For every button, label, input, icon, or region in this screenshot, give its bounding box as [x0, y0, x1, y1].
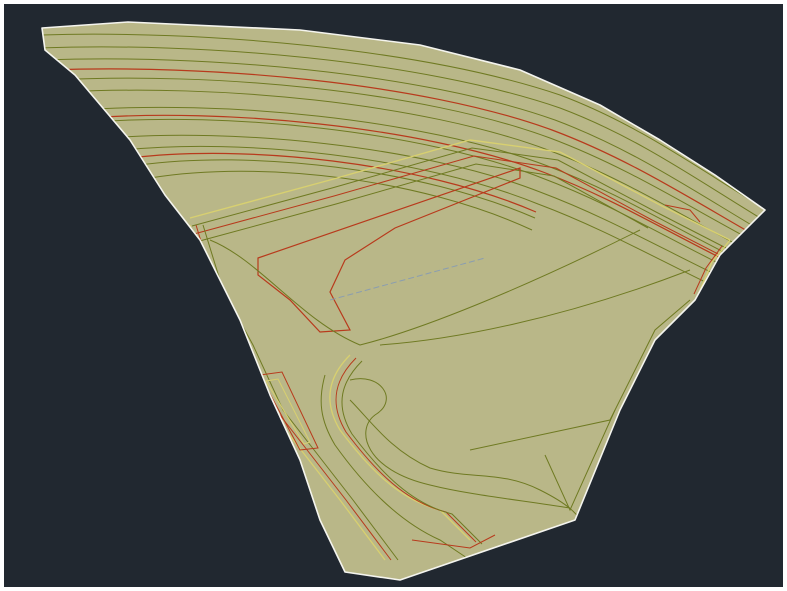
- topographic-surface-drawing[interactable]: [4, 4, 783, 587]
- right-breaklines: [664, 204, 731, 295]
- site-surface[interactable]: [42, 22, 765, 580]
- major-contours: [49, 68, 765, 283]
- bench-breaklines: [189, 139, 731, 257]
- lower-contours: [209, 229, 691, 521]
- central-channel: [320, 354, 496, 561]
- cad-drawing-viewport[interactable]: [4, 4, 783, 587]
- pad-outline: [257, 167, 521, 333]
- site-boundary[interactable]: [41, 21, 766, 581]
